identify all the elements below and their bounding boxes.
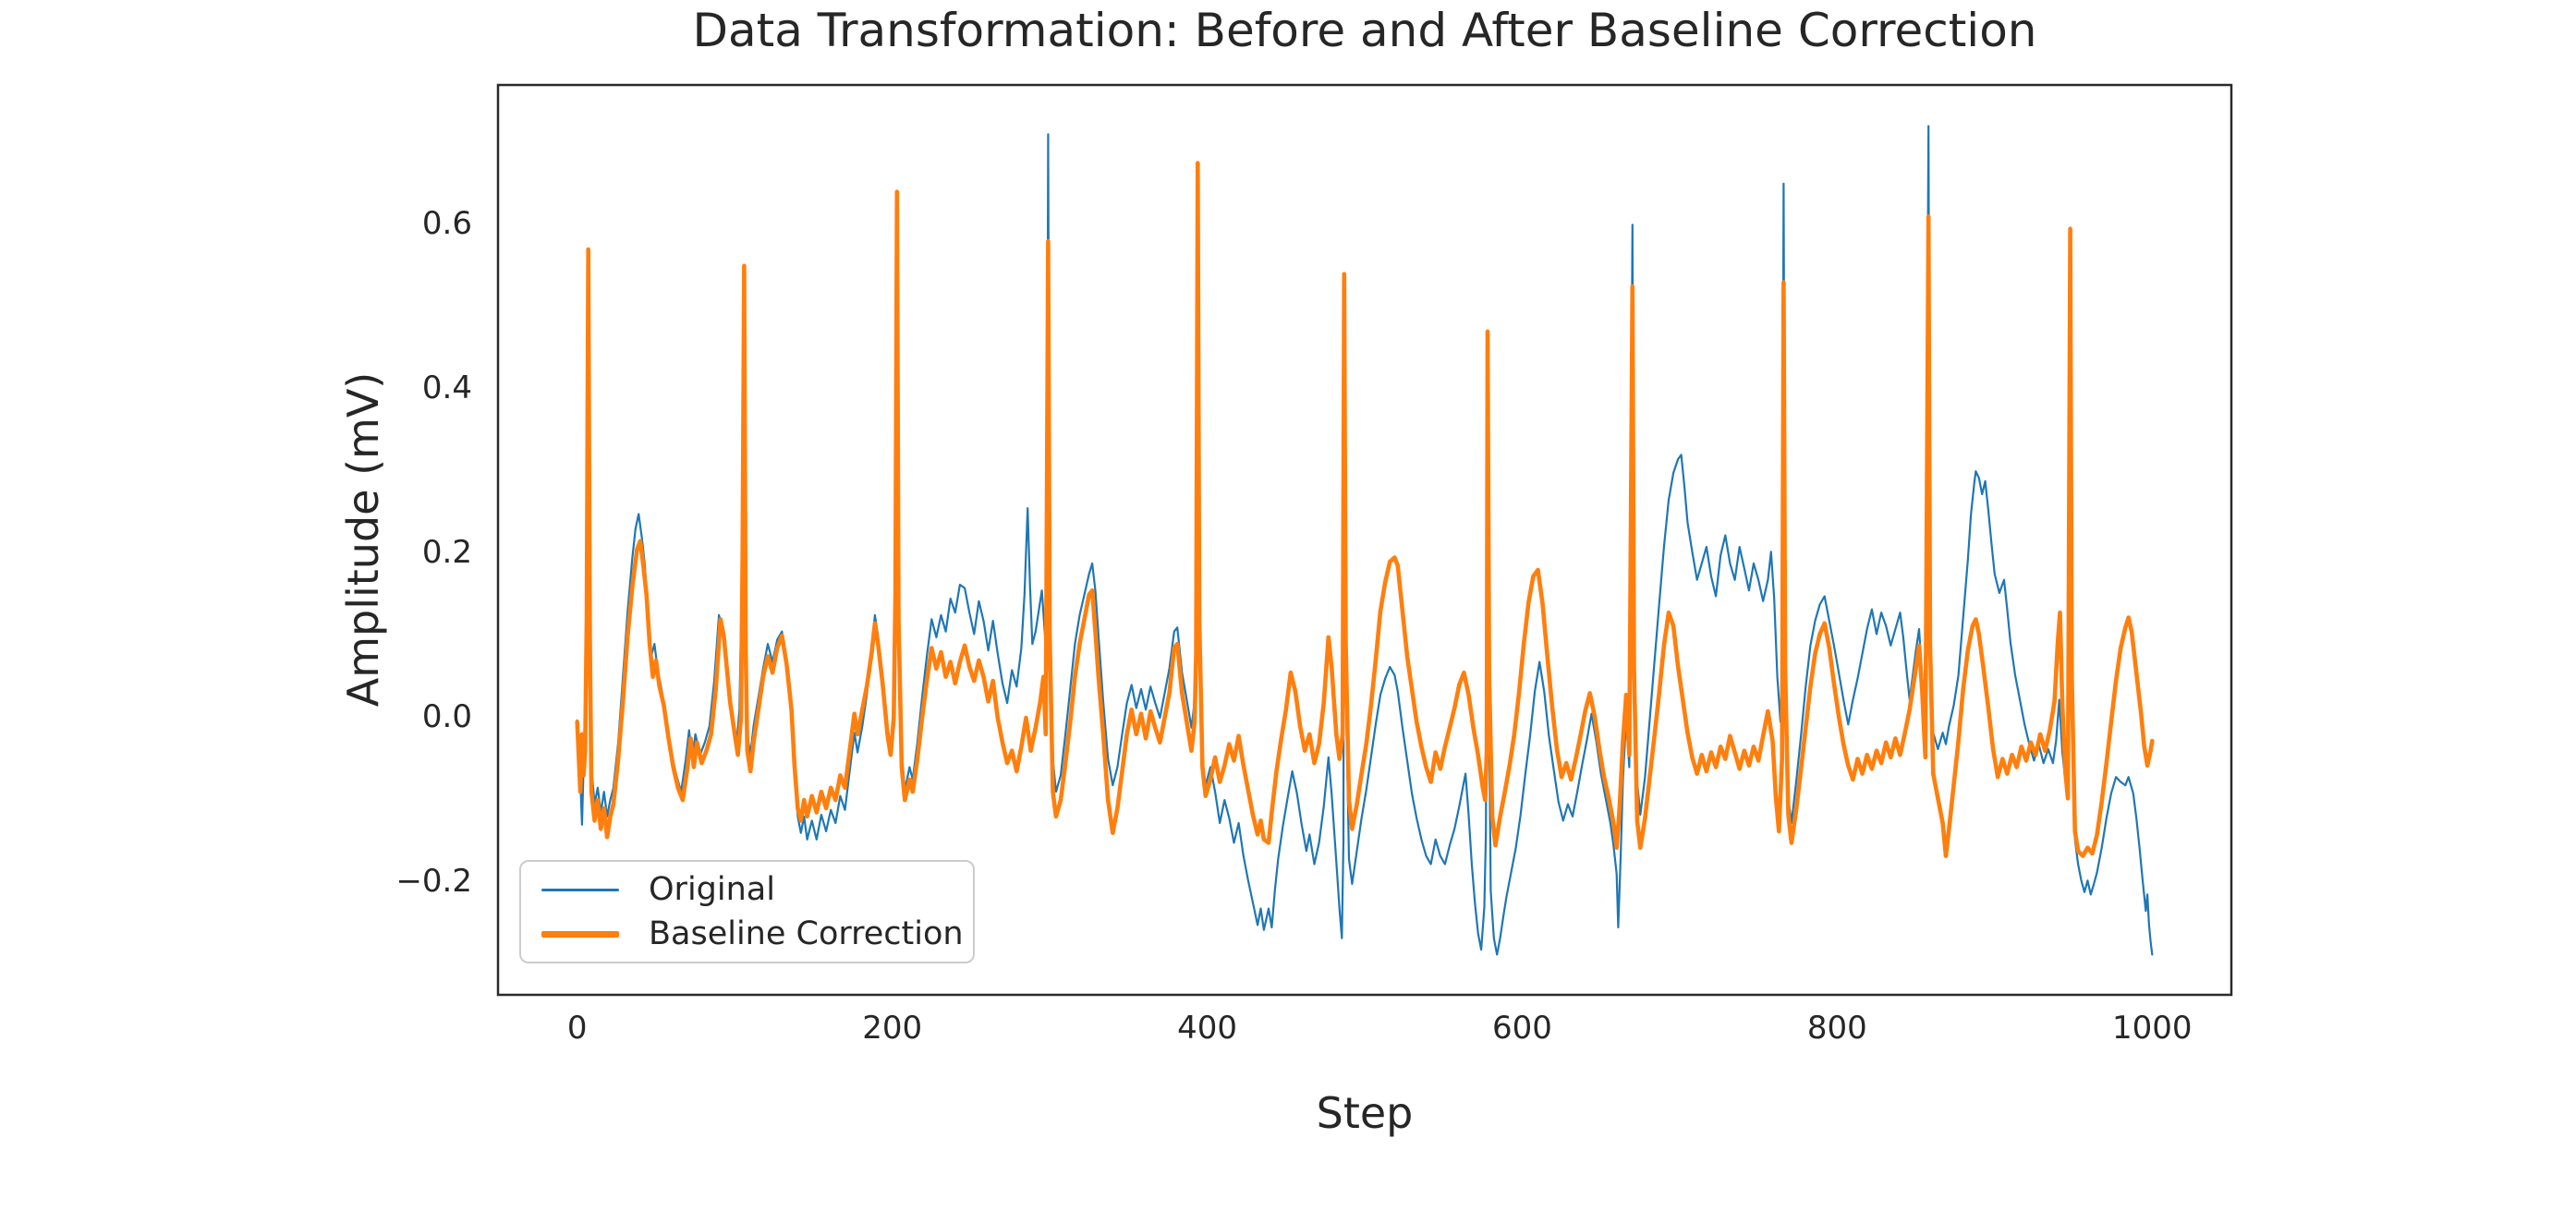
x-tick-label: 1000 (2111, 1010, 2193, 1047)
series-line-baseline-correction (575, 161, 2155, 858)
legend-item-baseline-correction: Baseline Correction (521, 913, 973, 955)
legend-label: Original (649, 871, 775, 908)
y-tick-label: 0.4 (421, 369, 472, 407)
y-tick-label: 0.0 (421, 698, 472, 736)
y-tick-label: −0.2 (395, 863, 472, 901)
original-line-sample-icon (541, 888, 619, 891)
baseline-correction-line-sample-icon (541, 930, 619, 938)
legend-item-original: Original (521, 868, 973, 911)
x-tick-label: 600 (1491, 1010, 1552, 1047)
series-line-original (576, 125, 2154, 956)
chart-title: Data Transformation: Before and After Ba… (692, 4, 2037, 57)
y-tick-label: 0.2 (421, 534, 472, 572)
x-tick-label: 0 (566, 1010, 588, 1047)
y-tick-label: 0.6 (421, 205, 472, 243)
x-tick-label: 400 (1177, 1010, 1237, 1047)
legend: Original Baseline Correction (519, 860, 975, 963)
x-tick-label: 800 (1806, 1010, 1867, 1047)
x-tick-label: 200 (862, 1010, 923, 1047)
legend-label: Baseline Correction (649, 915, 964, 952)
x-axis-label: Step (1316, 1088, 1414, 1138)
axes-spine (496, 83, 2233, 997)
